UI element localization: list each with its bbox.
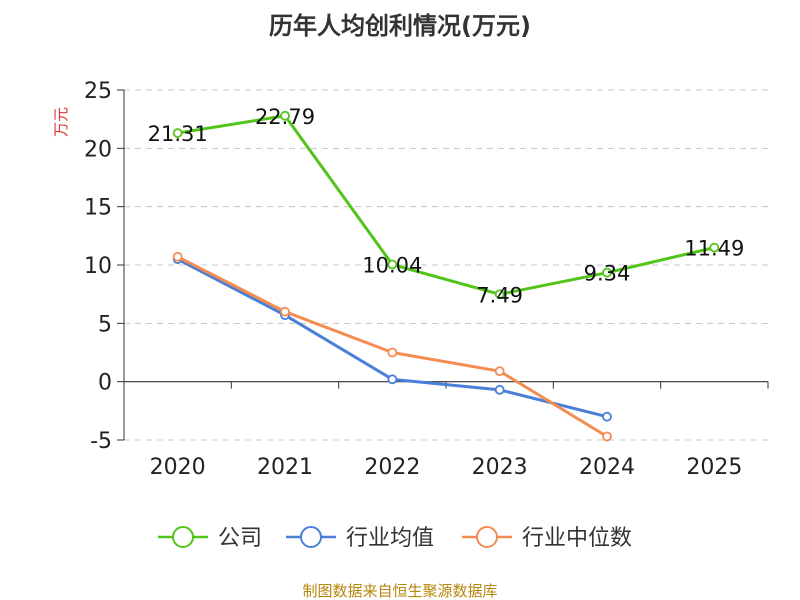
y-tick-label: 5	[98, 312, 112, 337]
y-tick-label: 20	[84, 137, 112, 162]
legend-label: 行业中位数	[522, 526, 632, 551]
legend-label: 公司	[218, 526, 262, 551]
x-axis-ticks: 2020 2021 2022 2023 2024 2025	[123, 381, 769, 480]
legend-swatch-marker	[300, 526, 322, 548]
legend-swatch-marker	[476, 526, 498, 548]
data-label: 11.49	[684, 237, 744, 261]
grid-lines	[124, 89, 768, 441]
data-labels: 21.31 22.79 10.04 7.49 9.34 11.49	[148, 105, 745, 307]
series-layer	[172, 110, 720, 442]
data-point	[172, 128, 183, 138]
data-label: 21.31	[148, 122, 208, 146]
data-point	[280, 306, 290, 317]
series-line-2	[176, 255, 609, 438]
y-axis-ticks: -5 0 5 10 15 20 25	[84, 79, 124, 454]
y-tick-label: 10	[84, 254, 112, 279]
data-point	[602, 267, 612, 278]
data-label: 9.34	[584, 262, 631, 286]
data-label: 22.79	[255, 105, 315, 129]
y-tick-label: 0	[98, 371, 112, 396]
data-point	[387, 347, 398, 358]
x-tick-label: 2022	[364, 455, 420, 480]
y-tick-label: 25	[84, 79, 112, 104]
data-point	[387, 259, 398, 270]
chart-title: 历年人均创利情况(万元)	[269, 12, 531, 40]
x-tick-label: 2021	[257, 455, 313, 480]
source-note: 制图数据来自恒生聚源数据库	[302, 582, 497, 600]
x-tick-label: 2025	[686, 455, 742, 480]
data-label: 10.04	[362, 254, 422, 278]
x-tick-label: 2020	[150, 455, 206, 480]
legend: 公司 行业均值 行业中位数	[158, 526, 632, 551]
legend-swatch-marker	[172, 526, 194, 548]
data-point	[280, 110, 290, 121]
series-line-0	[176, 114, 716, 296]
data-point	[602, 411, 612, 422]
x-tick-label: 2024	[579, 455, 635, 480]
y-tick-label: -5	[90, 429, 112, 454]
data-point	[494, 366, 505, 377]
series-line-1	[176, 257, 609, 419]
data-point	[387, 374, 398, 385]
data-point	[494, 289, 505, 300]
legend-label: 行业均值	[346, 526, 434, 551]
data-point	[709, 242, 720, 253]
data-point	[172, 251, 183, 262]
data-point	[494, 384, 505, 395]
y-axis-unit-label: 万元	[52, 107, 70, 137]
x-tick-label: 2023	[472, 455, 528, 480]
data-point	[602, 431, 612, 442]
y-tick-label: 15	[84, 196, 112, 221]
data-label: 7.49	[476, 283, 523, 307]
